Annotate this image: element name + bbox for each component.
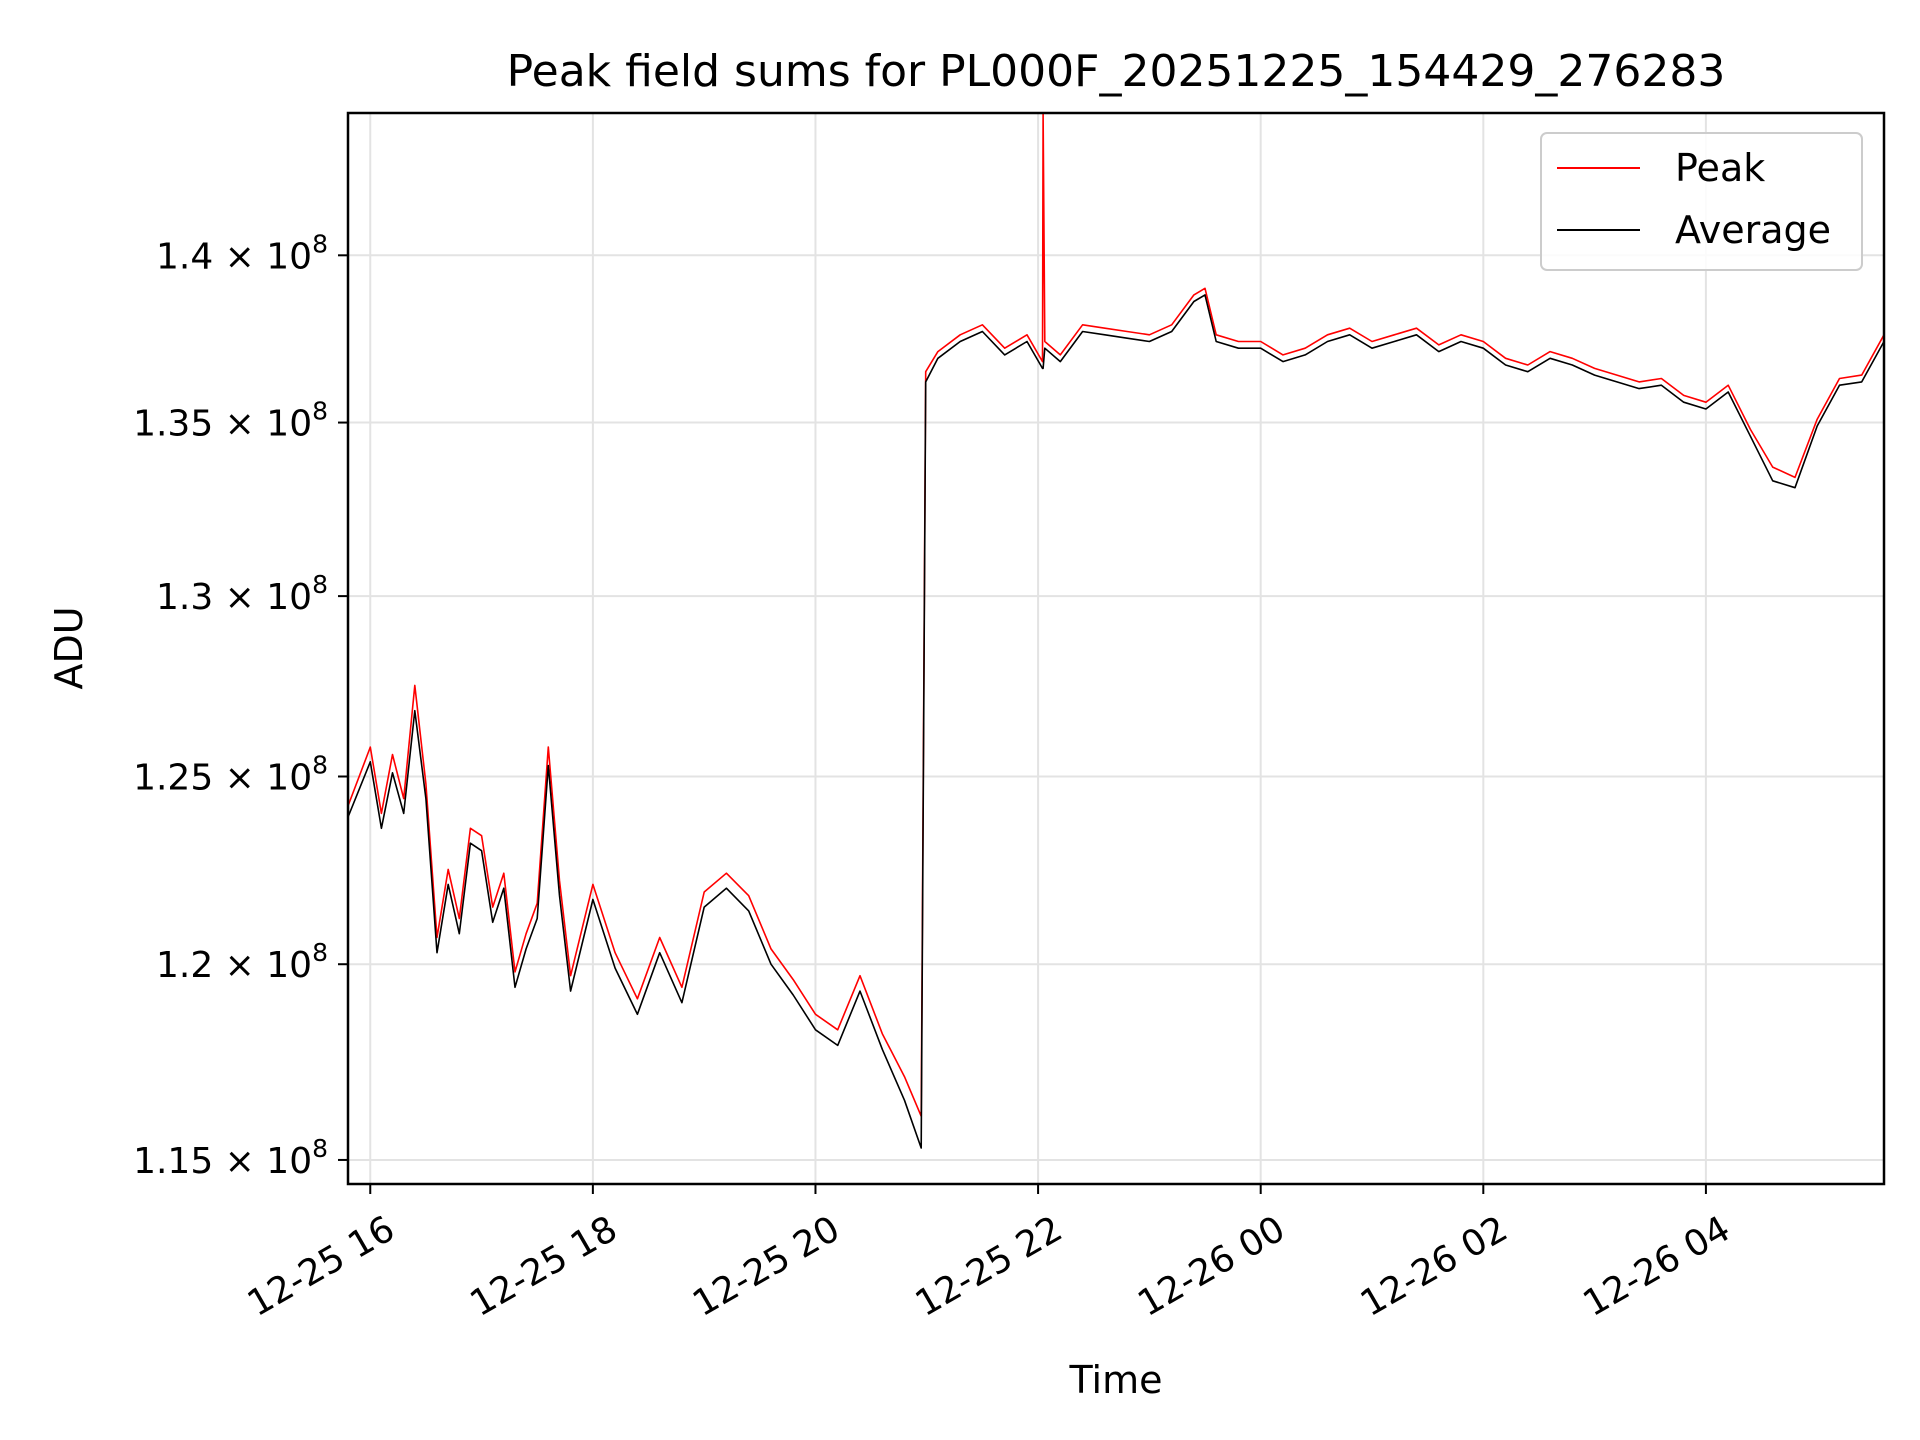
- y-tick-label-0: 1.15 × 108: [133, 1134, 328, 1182]
- series-layer: [348, 113, 1884, 1149]
- y-tick-label-5: 1.4 × 108: [156, 229, 328, 277]
- series-line-peak: [348, 113, 1884, 1117]
- x-axis-label: Time: [1069, 1358, 1163, 1402]
- y-tick-label-1: 1.2 × 108: [156, 938, 328, 986]
- y-tick-label-2: 1.25 × 108: [133, 750, 328, 798]
- grid-layer: [348, 113, 1884, 1184]
- y-tick-label-4: 1.35 × 108: [133, 397, 328, 445]
- y-tick-label-3: 1.3 × 108: [156, 570, 328, 618]
- plot-area-frame: [346, 111, 1886, 1186]
- y-axis-label: ADU: [47, 606, 91, 689]
- legend-label-average: Average: [1675, 208, 1831, 252]
- legend: Peak Average: [1540, 132, 1863, 271]
- legend-label-peak: Peak: [1675, 146, 1765, 190]
- series-line-average: [348, 294, 1884, 1149]
- chart-title: Peak field sums for PL000F_20251225_1544…: [507, 46, 1726, 97]
